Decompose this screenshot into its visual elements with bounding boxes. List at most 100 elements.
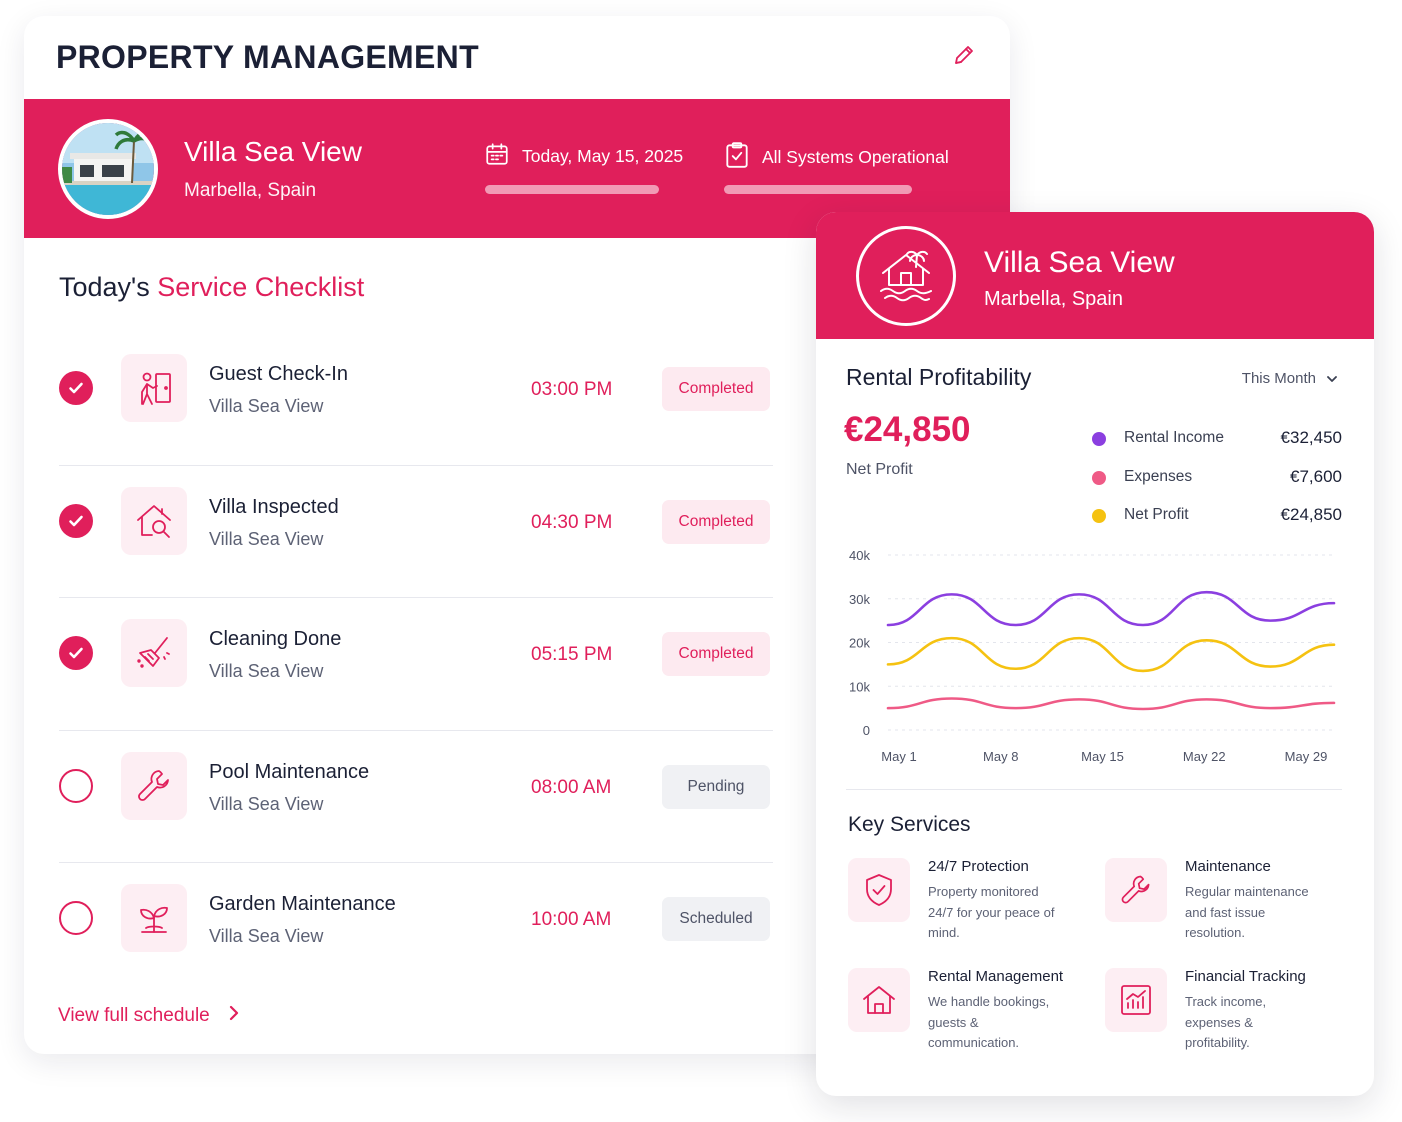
task-time: 03:00 PM [531, 379, 613, 400]
service-name: Maintenance [1185, 858, 1271, 875]
series-line-net-profit [886, 636, 1336, 673]
legend-value: €7,600 [1290, 466, 1342, 486]
x-tick-label: May 15 [1081, 749, 1124, 764]
task-location: Villa Sea View [209, 528, 324, 549]
side-banner: Villa Sea View Marbella, Spain [816, 212, 1374, 339]
y-tick-label: 40k [849, 548, 870, 563]
status-badge: Completed [662, 367, 770, 411]
divider [846, 789, 1342, 790]
home-icon [848, 968, 910, 1032]
task-name: Garden Maintenance [209, 893, 396, 915]
checkmark-icon [69, 515, 83, 526]
date-progress-bar [485, 185, 659, 194]
x-tick-label: May 29 [1285, 749, 1328, 764]
guest-checkin-icon [121, 354, 187, 422]
y-tick-label: 0 [863, 723, 870, 738]
task-location: Villa Sea View [209, 661, 324, 681]
systems-progress-bar [724, 185, 912, 194]
service-description: Property monitored 24/7 for your peace o… [928, 884, 1055, 940]
edit-button[interactable] [950, 44, 978, 72]
task-time: 05:15 PM [531, 644, 613, 665]
task-row[interactable]: Villa Inspected Villa Sea View 04:30 PM … [59, 466, 773, 598]
broom-icon [121, 619, 187, 687]
x-tick-label: May 22 [1183, 749, 1226, 764]
task-time: 10:00 AM [531, 909, 612, 930]
y-tick-label: 20k [849, 636, 870, 651]
legend-name: Rental Income [1124, 429, 1224, 446]
house-inspect-icon [121, 486, 187, 555]
status-badge: Completed [662, 499, 770, 544]
task-location: Villa Sea View [209, 926, 324, 946]
task-checkbox-unchecked[interactable] [59, 768, 93, 803]
task-location: Villa Sea View [209, 396, 324, 416]
checkmark-icon [69, 382, 83, 394]
legend-name: Net Profit [1124, 506, 1189, 523]
task-checkbox-checked[interactable] [59, 636, 93, 670]
chart-legend: Rental Income €32,450 Expenses €7,600 Ne… [1092, 428, 1342, 545]
task-checkbox-unchecked[interactable] [59, 901, 93, 935]
status-badge: Pending [662, 764, 770, 809]
net-profit-label: Net Profit [846, 461, 913, 478]
checklist-heading-prefix: Today's [59, 272, 150, 302]
series-line-rental-income [886, 590, 1336, 627]
date-text: Today, May 15, 2025 [522, 146, 684, 166]
service-description: We handle bookings, guests & communicati… [928, 994, 1050, 1050]
service-description: Regular maintenance and fast issue resol… [1185, 884, 1309, 940]
date-indicator: Today, May 15, 2025 [484, 141, 683, 172]
key-services-title: Key Services [848, 813, 971, 836]
x-tick-label: May 1 [881, 749, 916, 764]
task-checkbox-checked[interactable] [59, 371, 93, 405]
property-location: Marbella, Spain [184, 179, 317, 201]
systems-indicator: All Systems Operational [724, 141, 949, 174]
x-tick-label: May 8 [983, 749, 1018, 764]
status-badge: Completed [662, 632, 770, 676]
clipboard-check-icon [724, 141, 750, 174]
shield-icon [848, 858, 910, 922]
villa-logo-icon [856, 226, 956, 326]
task-row[interactable]: Pool Maintenance Villa Sea View 08:00 AM… [59, 731, 773, 863]
property-info: Villa Sea View Marbella, Spain [184, 136, 362, 202]
task-row[interactable]: Cleaning Done Villa Sea View 05:15 PM Co… [59, 598, 773, 731]
y-tick-label: 30k [849, 592, 870, 607]
legend-dot [1092, 470, 1106, 485]
service-name: Financial Tracking [1185, 968, 1306, 985]
task-name: Cleaning Done [209, 628, 342, 650]
task-name: Villa Inspected [209, 495, 339, 518]
wrench-icon [1105, 858, 1167, 922]
legend-value: €24,850 [1280, 505, 1342, 524]
y-tick-label: 10k [849, 679, 870, 694]
task-list: Guest Check-In Villa Sea View 03:00 PM C… [59, 333, 773, 996]
service-description: Track income, expenses & profitability. [1185, 994, 1267, 1050]
view-full-schedule-link[interactable]: View full schedule [58, 1004, 240, 1028]
legend-value: €32,450 [1280, 428, 1342, 447]
legend-item: Net Profit €24,850 [1092, 505, 1342, 545]
checkmark-icon [69, 647, 83, 659]
profitability-title: Rental Profitability [846, 364, 1032, 390]
chart-icon [1105, 968, 1167, 1032]
chevron-right-icon [228, 1004, 240, 1028]
task-row[interactable]: Garden Maintenance Villa Sea View 10:00 … [59, 863, 773, 996]
service-name: Rental Management [928, 968, 1064, 985]
pencil-icon [952, 43, 976, 72]
task-name: Guest Check-In [209, 363, 348, 385]
service-name: 24/7 Protection [928, 858, 1029, 875]
task-checkbox-checked[interactable] [59, 503, 93, 538]
net-profit-value: €24,850 [844, 410, 971, 449]
task-time: 04:30 PM [531, 511, 613, 533]
task-row[interactable]: Guest Check-In Villa Sea View 03:00 PM C… [59, 333, 773, 466]
side-property-name: Villa Sea View [984, 246, 1175, 279]
side-property-location: Marbella, Spain [984, 288, 1123, 310]
legend-dot [1092, 509, 1106, 523]
calendar-icon [484, 141, 510, 172]
task-time: 08:00 AM [531, 776, 612, 798]
period-dropdown[interactable]: This Month [1242, 370, 1338, 387]
systems-text: All Systems Operational [762, 147, 949, 167]
legend-dot [1092, 432, 1106, 446]
series-line-expenses [886, 697, 1336, 711]
legend-item: Rental Income €32,450 [1092, 428, 1342, 468]
task-location: Villa Sea View [209, 793, 324, 814]
task-name: Pool Maintenance [209, 760, 370, 783]
legend-name: Expenses [1124, 467, 1193, 485]
status-badge: Scheduled [662, 897, 770, 941]
